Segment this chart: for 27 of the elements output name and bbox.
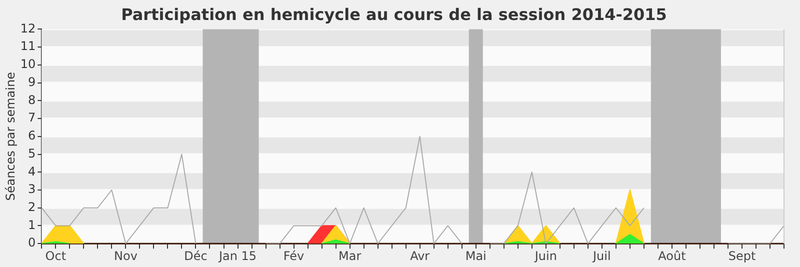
x-tick-label: Mar (338, 248, 362, 263)
x-tick-label: Avr (410, 248, 430, 263)
y-tick-label: 3 (28, 182, 36, 196)
y-tick-label: 0 (28, 236, 36, 250)
y-tick-label: 1 (28, 218, 36, 232)
y-tick-label: 6 (28, 128, 36, 143)
y-tick-label: 5 (28, 146, 36, 160)
x-tick-label: Oct (45, 248, 66, 263)
x-tick-label: Juil (592, 248, 611, 263)
y-tick-label: 2 (28, 200, 36, 214)
y-axis-title: Séances par semaine (3, 72, 18, 201)
x-tick-label: Fév (283, 248, 304, 263)
y-tick-label: 9 (28, 74, 36, 89)
chart-title: Participation en hemicycle au cours de la session 2014-2015 (121, 4, 667, 24)
y-tick-label: 10 (20, 57, 36, 72)
x-tick-label: Août (658, 248, 686, 263)
y-tick-label: 7 (28, 110, 36, 125)
y-tick-label: 4 (28, 164, 36, 178)
x-tick-label: Juin (534, 248, 557, 263)
y-tick-label: 8 (28, 92, 36, 107)
x-tick-label: Jan 15 (218, 248, 257, 263)
x-tick-label: Mai (465, 248, 486, 263)
x-tick-label: Déc (184, 248, 208, 263)
x-tick-label: Nov (114, 248, 138, 263)
y-tick-label: 12 (20, 21, 36, 36)
y-tick-label: 11 (20, 39, 36, 54)
x-tick-label: Sept (728, 248, 756, 263)
